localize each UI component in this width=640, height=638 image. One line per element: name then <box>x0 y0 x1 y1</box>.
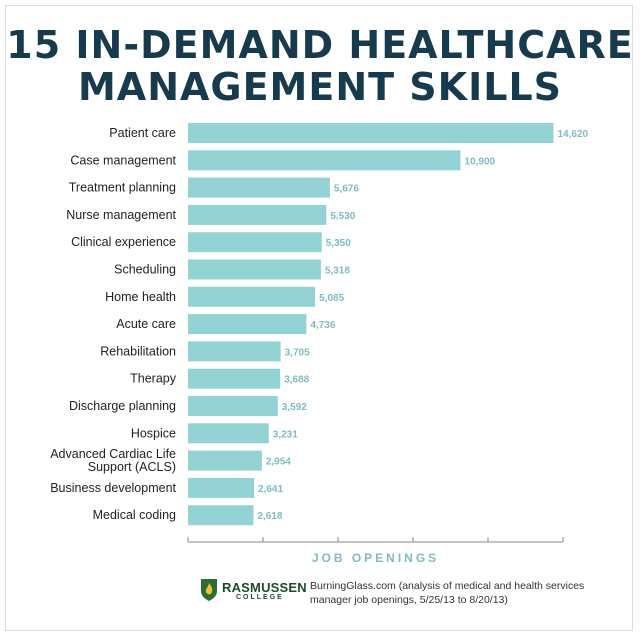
value-label-9: 3,705 <box>285 347 310 358</box>
bar-11 <box>188 396 278 416</box>
bar-14 <box>188 477 255 498</box>
category-label-10: Therapy <box>130 372 177 386</box>
category-label-1: Patient care <box>109 126 176 140</box>
value-label-14: 2,641 <box>258 484 283 495</box>
bar-4 <box>188 204 327 225</box>
category-label-15: Medical coding <box>93 508 176 522</box>
value-label-11: 3,592 <box>282 402 307 413</box>
category-label-2: Case management <box>70 153 176 167</box>
value-label-15: 2,618 <box>257 511 282 522</box>
chart-title-line-2: MANAGEMENT SKILLS <box>77 65 563 109</box>
bar-1 <box>188 123 554 143</box>
shield-flame-icon <box>201 579 217 601</box>
category-label-8: Acute care <box>116 317 176 331</box>
category-label-9: Rehabilitation <box>100 344 176 358</box>
bar-6 <box>188 259 321 280</box>
value-label-2: 10,900 <box>465 156 496 167</box>
bar-10 <box>188 368 281 389</box>
category-label-6: Scheduling <box>114 263 176 277</box>
value-label-5: 5,350 <box>326 238 351 249</box>
category-label-5: Clinical experience <box>71 235 176 249</box>
value-label-10: 3,688 <box>284 375 309 386</box>
source-note: BurningGlass.com (analysis of medical an… <box>310 580 585 606</box>
brand-subtitle: COLLEGE <box>236 594 284 601</box>
value-label-12: 3,231 <box>273 429 298 440</box>
bar-8 <box>188 314 307 335</box>
rasmussen-logo: RASMUSSEN COLLEGE <box>200 578 307 604</box>
value-label-6: 5,318 <box>325 266 350 277</box>
chart-title: 15 IN-DEMAND HEALTHCARE MANAGEMENT SKILL… <box>0 24 640 108</box>
bar-12 <box>188 423 269 444</box>
category-label-12: Hospice <box>131 426 176 440</box>
frame-border <box>5 5 633 631</box>
value-label-1: 14,620 <box>558 129 589 140</box>
bar-15 <box>188 505 254 526</box>
x-axis-label: JOB OPENINGS <box>312 551 439 565</box>
category-label-14: Business development <box>50 481 176 495</box>
bar-chart: 14,620 Patient care 10,900 Case management 5… <box>50 123 589 565</box>
category-label-11: Discharge planning <box>69 399 176 413</box>
chart-title-line-1: 15 IN-DEMAND HEALTHCARE <box>6 23 634 67</box>
bar-13 <box>188 450 262 471</box>
category-label-4: Nurse management <box>66 208 176 222</box>
bar-3 <box>188 177 330 198</box>
category-label-7: Home health <box>105 290 176 304</box>
value-label-4: 5,530 <box>330 211 355 222</box>
bar-9 <box>188 341 281 362</box>
value-label-7: 5,085 <box>319 293 344 304</box>
bar-2 <box>188 150 461 171</box>
value-label-3: 5,676 <box>334 184 359 195</box>
value-label-13: 2,954 <box>266 457 291 468</box>
bar-7 <box>188 286 316 307</box>
brand-name: RASMUSSEN <box>222 580 307 595</box>
category-label-3: Treatment planning <box>69 181 176 195</box>
value-label-8: 4,736 <box>310 320 335 331</box>
bar-5 <box>188 232 322 253</box>
category-label-13: Advanced Cardiac Life Support (ACLS) <box>50 447 176 474</box>
